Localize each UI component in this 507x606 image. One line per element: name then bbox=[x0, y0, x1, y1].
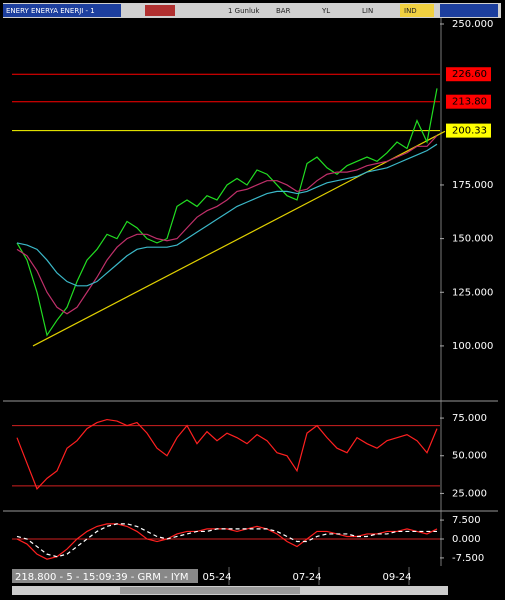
status-text: 218.800 - 5 - 15:09:39 - GRM - IYM bbox=[15, 572, 189, 583]
mode-button[interactable]: YL bbox=[321, 7, 330, 15]
x-tick-label: 09-24 bbox=[382, 572, 411, 583]
series-line bbox=[16, 135, 438, 315]
y-tick-label: -7.500 bbox=[452, 553, 484, 564]
x-tick-label: 07-24 bbox=[292, 572, 321, 583]
level-box bbox=[446, 67, 491, 82]
y-tick-label: 250.000 bbox=[452, 19, 493, 30]
level-box bbox=[446, 94, 491, 109]
series-line bbox=[16, 143, 438, 287]
status-box bbox=[12, 569, 198, 583]
window-buttons[interactable] bbox=[440, 4, 498, 17]
scroll-thumb[interactable] bbox=[120, 587, 300, 594]
y-tick-label: 150.000 bbox=[452, 234, 493, 245]
y-tick-label: 7.500 bbox=[452, 515, 481, 526]
y-tick-label: 125.000 bbox=[452, 287, 493, 298]
symbol-title: ENERY ENERYA ENERJI - 1 bbox=[6, 7, 95, 15]
y-tick-label: 25.000 bbox=[452, 488, 487, 499]
period[interactable]: 1 Gunluk bbox=[228, 7, 260, 15]
series-line bbox=[16, 418, 438, 491]
y-tick-label: 0.000 bbox=[452, 534, 481, 545]
level-label: 213.80 bbox=[452, 97, 487, 108]
y-tick-label: 50.000 bbox=[452, 451, 487, 462]
y-tick-label: 175.000 bbox=[452, 180, 493, 191]
level-label: 200.33 bbox=[452, 126, 487, 137]
level-label: 226.60 bbox=[452, 69, 487, 80]
mode-button[interactable]: IND bbox=[404, 7, 417, 15]
toolbar bbox=[3, 3, 501, 18]
ind-bg bbox=[400, 4, 434, 17]
series-line bbox=[16, 523, 437, 558]
series-line bbox=[16, 523, 438, 560]
series-line bbox=[16, 88, 438, 337]
toolbar-button[interactable] bbox=[145, 5, 175, 16]
trendline bbox=[32, 130, 446, 347]
mode-button[interactable]: LIN bbox=[362, 7, 373, 15]
y-tick-label: 75.000 bbox=[452, 413, 487, 424]
level-box bbox=[446, 123, 491, 138]
title-bar bbox=[3, 4, 121, 17]
y-tick-label: 100.000 bbox=[452, 341, 493, 352]
x-tick-label: 05-24 bbox=[202, 572, 231, 583]
mode-button[interactable]: BAR bbox=[276, 7, 291, 15]
